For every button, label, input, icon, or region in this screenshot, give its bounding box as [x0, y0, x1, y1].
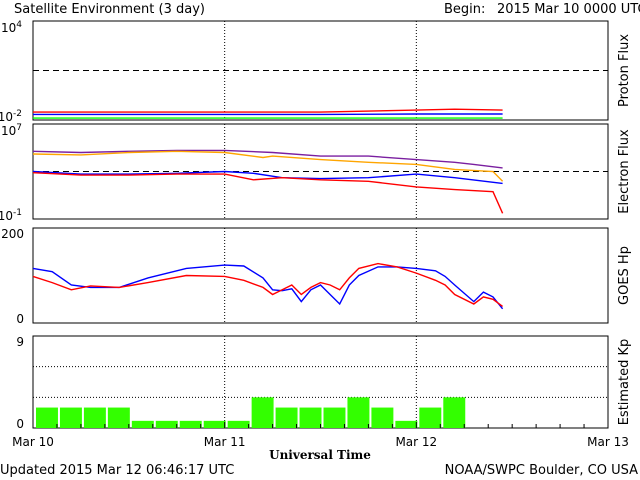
y-axis-label: Estimated Kp — [617, 339, 632, 426]
kp-bar — [227, 420, 250, 428]
kp-bar — [155, 420, 178, 428]
y-tick-label-bottom: 10-1 — [0, 208, 22, 223]
y-axis-label: Proton Flux — [617, 34, 632, 107]
series-line-orange — [32, 150, 504, 182]
series-line-purple — [32, 149, 503, 169]
series-line-red — [33, 108, 503, 113]
kp-bar — [275, 407, 298, 428]
y-tick-label-top: 9 — [16, 335, 24, 349]
panel-frame — [32, 20, 609, 121]
panel-frame — [32, 227, 609, 324]
y-tick-label-bottom: 0 — [16, 417, 24, 431]
credit-text: NOAA/SWPC Boulder, CO USA — [445, 463, 638, 478]
kp-bar — [323, 407, 346, 428]
kp-bar — [443, 397, 466, 428]
begin-value: 2015 Mar 10 0000 UTC — [497, 2, 640, 17]
y-tick-label-bottom: 10-2 — [0, 109, 22, 124]
kp-bar — [36, 407, 58, 428]
panel-proton-flux: 104 10-2 Proton Flux — [0, 20, 632, 124]
updated-timestamp: Updated 2015 Mar 12 06:46:17 UTC — [0, 463, 234, 478]
panel-electron-flux: 107 10-1 Electron Flux — [0, 123, 632, 223]
kp-bar — [419, 407, 442, 428]
series-line-blue — [32, 264, 504, 310]
x-tick-label: Mar 13 — [587, 435, 629, 449]
y-tick-label-top: 104 — [1, 20, 22, 35]
series-line-red — [32, 262, 504, 307]
kp-bar — [395, 420, 418, 428]
x-tick-label: Mar 11 — [204, 435, 246, 449]
panel-estimated-kp: Mar 10 Mar 11 Mar 12 Mar 13 9 0 Estimated Kp — [12, 335, 632, 449]
y-tick-label-top: 200 — [1, 227, 24, 241]
kp-bar — [131, 420, 154, 428]
kp-bar — [299, 407, 322, 428]
series-line-blue — [32, 170, 503, 185]
x-tick-label: Mar 10 — [12, 435, 54, 449]
kp-bar — [371, 407, 394, 428]
series-line-red — [32, 172, 504, 214]
kp-bar — [251, 397, 274, 428]
panel-goes-hp: 200 0 GOES Hp — [1, 227, 632, 326]
kp-bar — [347, 397, 370, 428]
kp-bar — [203, 420, 226, 428]
panel-frame — [32, 123, 609, 220]
kp-bar — [59, 407, 82, 428]
y-tick-label-top: 107 — [1, 123, 22, 138]
y-axis-label: Electron Flux — [617, 129, 632, 214]
x-axis-title: Universal Time — [269, 448, 371, 462]
y-axis-label: GOES Hp — [617, 246, 632, 305]
kp-bar — [107, 407, 130, 428]
y-tick-label-bottom: 0 — [16, 312, 24, 326]
chart-title: Satellite Environment (3 day) — [14, 2, 205, 17]
begin-label: Begin: — [444, 2, 485, 17]
x-tick-label: Mar 12 — [395, 435, 437, 449]
kp-bar — [179, 420, 202, 428]
kp-bar — [83, 407, 106, 428]
